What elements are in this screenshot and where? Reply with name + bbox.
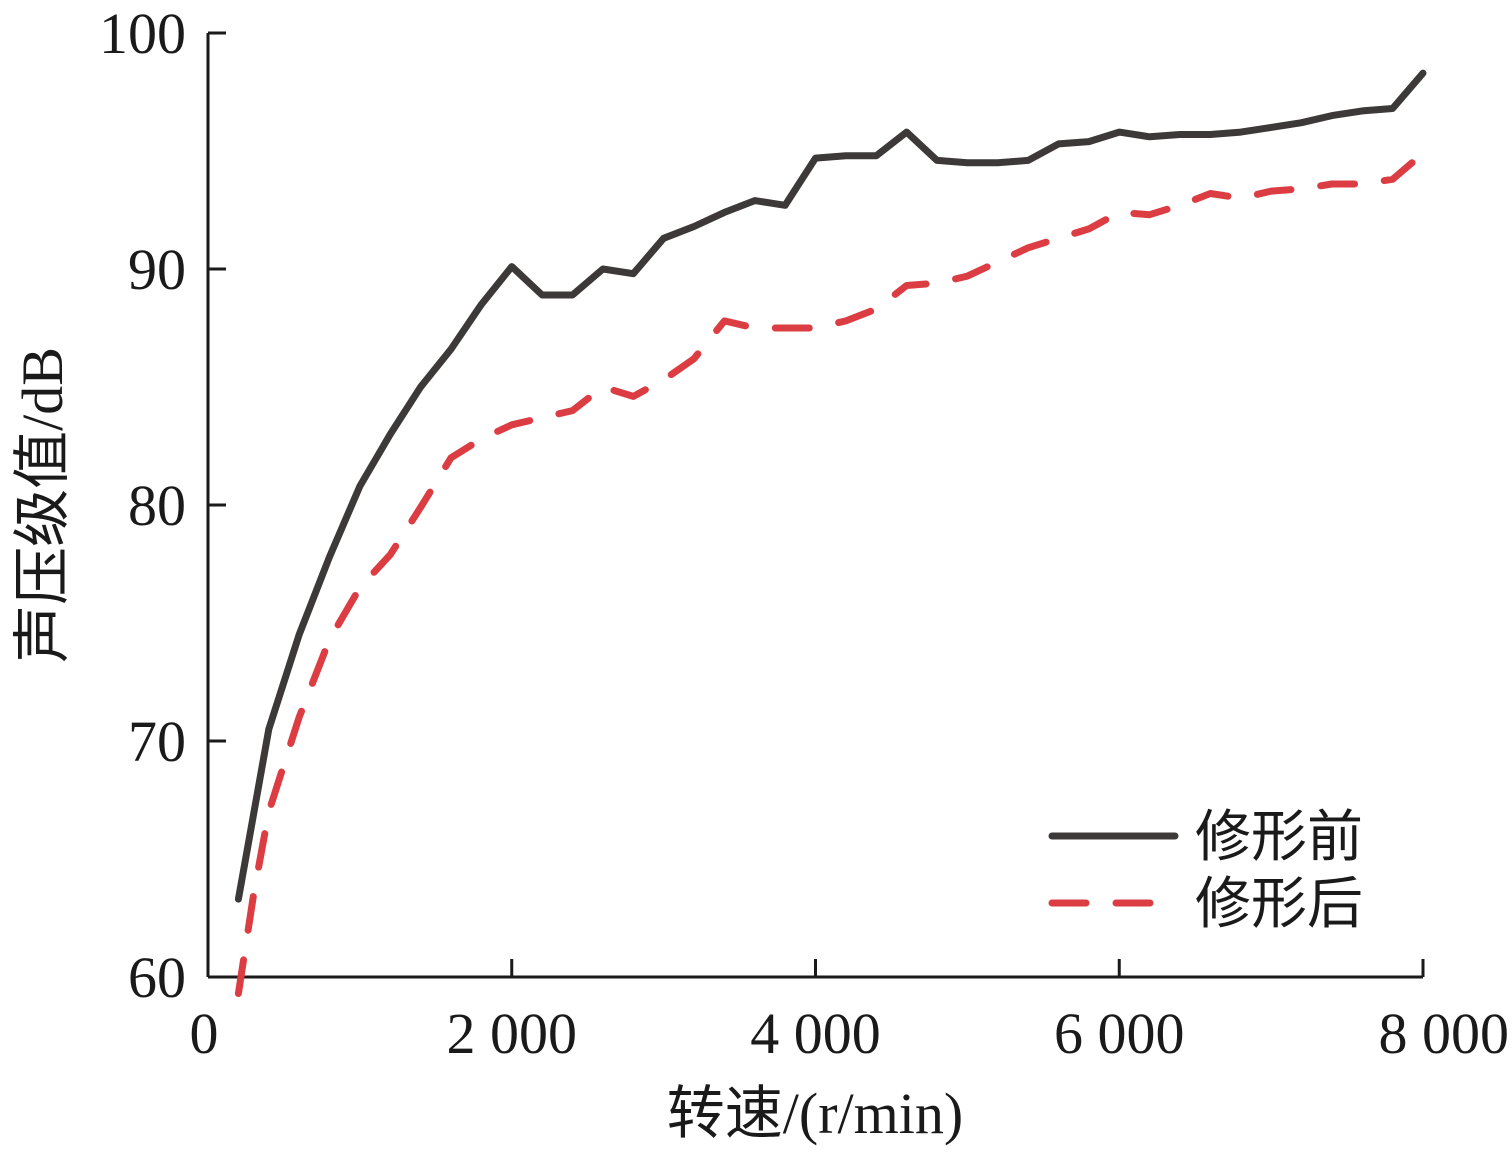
x-tick-label: 4 000 (750, 1001, 881, 1066)
x-tick-label: 2 000 (447, 1001, 578, 1066)
y-axis-title: 声压级值/dB (10, 347, 75, 663)
y-tick-label: 70 (128, 709, 186, 774)
x-tick-label: 6 000 (1054, 1001, 1185, 1066)
y-tick-label: 100 (99, 1, 186, 66)
x-tick-label: 8 000 (1379, 1001, 1510, 1066)
series-line-2 (234, 149, 1427, 997)
x-axis-title: 转速/(r/min) (667, 1081, 963, 1146)
axes: 60 70 80 90 100 0 2 000 4 000 6 000 8 000 (99, 1, 1509, 1066)
series-line-1 (234, 69, 1427, 903)
y-tick-label: 60 (128, 945, 186, 1010)
x-tick-label: 0 (190, 1001, 219, 1066)
legend-label-1: 修形前 (1195, 805, 1363, 870)
y-tick-label: 80 (128, 473, 186, 538)
y-tick-label: 90 (128, 237, 186, 302)
legend-label-2: 修形后 (1195, 872, 1363, 937)
series-layer (234, 69, 1427, 997)
